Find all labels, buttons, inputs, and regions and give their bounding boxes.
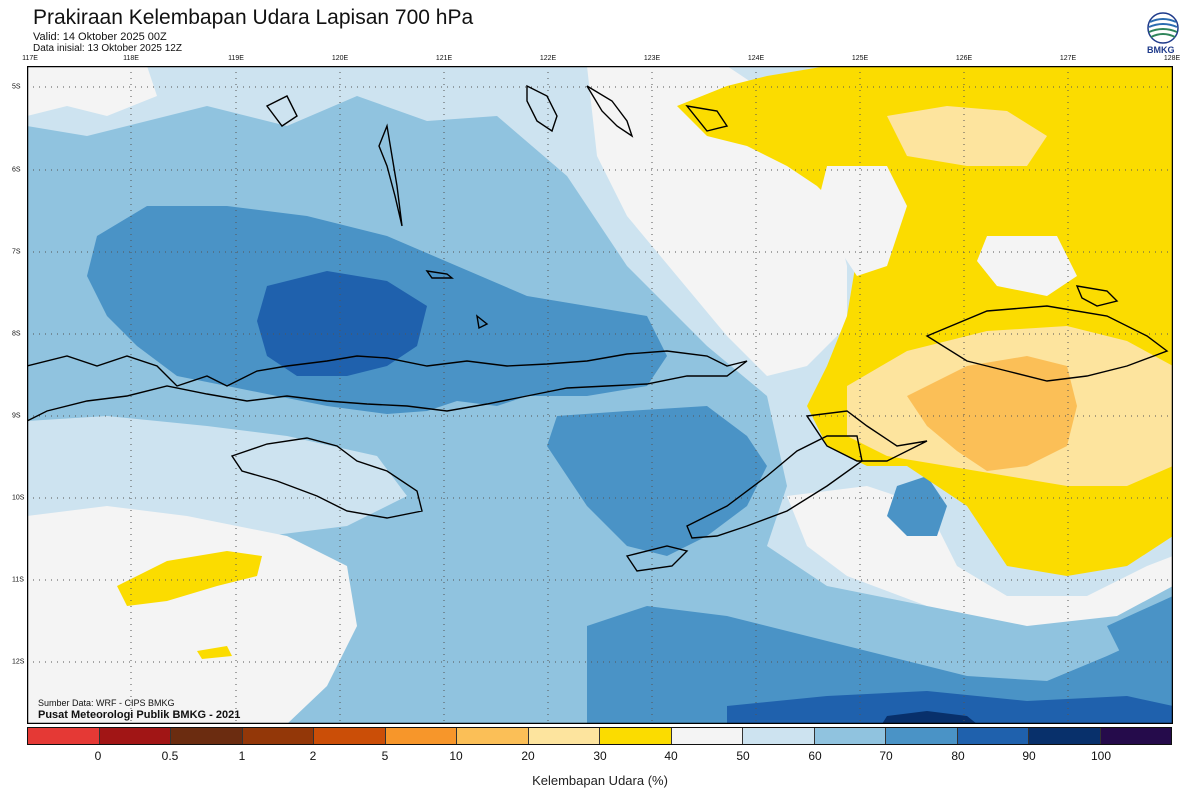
lon-label: 127E [1059,55,1077,62]
logo-text: BMKG [1147,45,1175,55]
field-light-orange-ne [887,106,1047,166]
colorbar-segment [242,728,314,744]
colorbar-segment [99,728,171,744]
colorbar-segment [814,728,886,744]
colorbar-segment [457,728,529,744]
field-white-sw [27,506,357,724]
initial-time: Data inisial: 13 Oktober 2025 12Z [33,43,182,54]
colorbar-tick: 20 [521,749,535,763]
colorbar-segment [314,728,386,744]
lon-label: 117E [22,55,38,62]
field-mid-blue-flores [547,406,767,556]
colorbar-tick: 60 [808,749,822,763]
field-mid-blue-small [887,476,947,536]
field-mid-blue-south [587,606,1173,724]
lat-label: 6S [12,166,21,174]
colorbar-tick: 0.5 [161,749,179,763]
colorbar-segment [743,728,815,744]
lon-label: 121E [435,55,453,62]
lon-label: 118E [123,55,139,62]
colorbar-segment [385,728,457,744]
field-navy [882,711,977,724]
colorbar-segment [886,728,958,744]
lat-label: 12S [12,658,25,666]
colorbar-segment [1029,728,1101,744]
lon-label: 128E [1163,55,1181,62]
field-white-hole [817,166,907,276]
field-white-se [787,486,1173,626]
lon-label: 122E [539,55,557,62]
lat-label: 9S [12,412,21,420]
lon-label: 126E [955,55,973,62]
colorbar-tick: 40 [664,749,678,763]
data-source: Sumber Data: WRF - CIPS BMKG [38,698,175,708]
colorbar-segment [957,728,1029,744]
grid-lines [27,66,1173,724]
bmkg-logo-icon [1147,12,1179,44]
field-dark-blue [257,271,427,376]
field-white-nw [27,66,157,116]
field-orange [907,356,1077,471]
colorbar-segment [171,728,243,744]
colorbar-tick: 5 [381,749,389,763]
colorbar-label: Kelembapan Udara (%) [532,773,668,788]
lon-label: 120E [331,55,349,62]
lon-label: 123E [643,55,661,62]
field-yellow-sw [117,551,262,606]
lat-label: 10S [12,494,25,502]
lat-label: 11S [12,576,24,584]
credit-text: Pusat Meteorologi Publik BMKG - 2021 [38,709,241,721]
colorbar-tick: 2 [309,749,317,763]
colorbar-tick: 50 [736,749,750,763]
colorbar-tick: 1 [238,749,246,763]
lon-label: 125E [851,55,869,62]
field-white-hole2 [977,236,1077,296]
colorbar-segment [1100,728,1171,744]
lon-label: 119E [228,55,244,62]
lon-label: 124E [747,55,765,62]
colorbar-tick: 70 [879,749,893,763]
humidity-map [27,66,1173,724]
field-dark-blue-south [727,691,1173,724]
colorbar-tick: 80 [951,749,965,763]
lat-label: 7S [12,248,21,256]
colorbar-segment [600,728,672,744]
colorbar-tick: 30 [593,749,607,763]
colorbar-tick: 90 [1022,749,1036,763]
colorbar-tick: 10 [449,749,463,763]
valid-time: Valid: 14 Oktober 2025 00Z [33,31,167,43]
coastlines [27,84,1169,572]
lat-label: 8S [12,330,21,338]
colorbar-segment [671,728,743,744]
colorbar-segment [28,728,100,744]
field-yellow-small [197,646,232,659]
colorbar-segment [528,728,600,744]
map-title: Prakiraan Kelembapan Udara Lapisan 700 h… [33,6,474,29]
colorbar-tick: 0 [94,749,102,763]
lat-label: 5S [12,83,21,91]
colorbar-tick: 100 [1090,749,1112,763]
field-mid-blue-east [1107,596,1173,666]
colorbar [27,727,1172,745]
